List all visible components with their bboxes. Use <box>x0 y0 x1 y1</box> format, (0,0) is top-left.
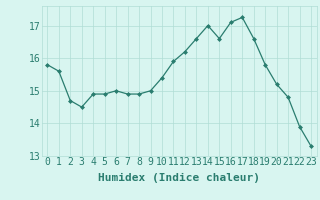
X-axis label: Humidex (Indice chaleur): Humidex (Indice chaleur) <box>98 173 260 183</box>
